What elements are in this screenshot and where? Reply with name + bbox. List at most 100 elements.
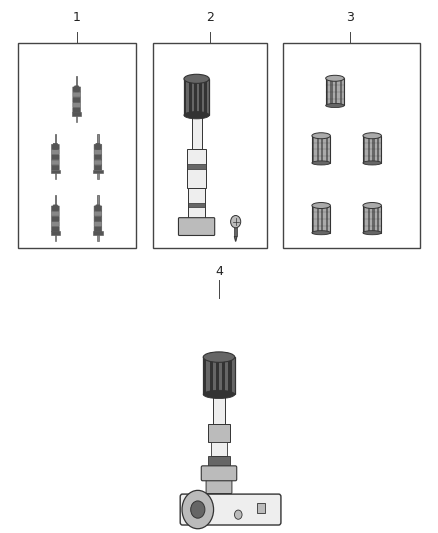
Circle shape [234, 510, 242, 519]
Bar [55, 134, 56, 144]
Bar [213, 357, 216, 394]
FancyBboxPatch shape [73, 102, 81, 108]
Bar [314, 136, 317, 163]
Bar [374, 136, 377, 163]
Bar [191, 79, 194, 115]
Bar [55, 235, 56, 240]
Bar [337, 78, 339, 106]
FancyBboxPatch shape [52, 227, 59, 232]
Ellipse shape [203, 352, 235, 362]
FancyBboxPatch shape [52, 165, 59, 170]
FancyBboxPatch shape [94, 144, 102, 149]
FancyBboxPatch shape [73, 108, 81, 112]
Bar [283, 43, 420, 248]
Bar [312, 136, 330, 163]
Bar [184, 79, 209, 115]
Bar [367, 136, 370, 163]
Bar [372, 206, 374, 233]
FancyBboxPatch shape [52, 216, 59, 221]
FancyBboxPatch shape [206, 478, 232, 494]
Bar [204, 79, 207, 115]
Bar [377, 206, 379, 233]
Bar [314, 206, 317, 233]
Bar [363, 136, 381, 163]
Bar [72, 112, 81, 116]
FancyBboxPatch shape [94, 160, 102, 165]
Ellipse shape [203, 390, 235, 399]
Bar [76, 116, 78, 122]
FancyBboxPatch shape [52, 211, 59, 216]
FancyBboxPatch shape [94, 211, 102, 216]
Bar [203, 357, 235, 394]
Bar [201, 79, 204, 115]
FancyBboxPatch shape [52, 160, 59, 165]
FancyBboxPatch shape [73, 87, 81, 92]
Bar [332, 78, 335, 106]
FancyBboxPatch shape [52, 150, 59, 155]
FancyBboxPatch shape [94, 206, 102, 211]
Text: 2: 2 [206, 11, 214, 24]
Bar [189, 79, 191, 115]
Bar [367, 206, 370, 233]
FancyBboxPatch shape [73, 98, 81, 102]
Bar [51, 231, 60, 235]
Bar [365, 136, 367, 163]
FancyBboxPatch shape [180, 494, 281, 525]
Bar [97, 134, 99, 144]
Bar [206, 357, 209, 394]
Ellipse shape [231, 215, 241, 228]
Bar [317, 136, 319, 163]
FancyBboxPatch shape [96, 205, 100, 211]
Bar [326, 78, 344, 106]
Bar [234, 227, 237, 237]
FancyBboxPatch shape [53, 143, 57, 149]
Bar [379, 206, 381, 233]
Bar [197, 79, 199, 115]
Bar [187, 149, 206, 188]
Bar [191, 115, 201, 149]
Bar [97, 173, 99, 179]
Bar [374, 206, 377, 233]
Bar [207, 79, 209, 115]
Bar [330, 78, 332, 106]
FancyBboxPatch shape [52, 206, 59, 211]
FancyBboxPatch shape [96, 143, 100, 149]
Bar [199, 79, 201, 115]
Bar [321, 206, 323, 233]
FancyBboxPatch shape [94, 227, 102, 232]
Bar [194, 79, 197, 115]
Bar [258, 503, 265, 513]
Bar [93, 170, 102, 173]
Text: 1: 1 [73, 11, 81, 24]
Bar [328, 136, 330, 163]
Ellipse shape [363, 161, 381, 165]
Bar [51, 170, 60, 173]
Bar [326, 206, 328, 233]
Bar [76, 76, 78, 86]
Bar [55, 173, 56, 179]
Bar [328, 206, 330, 233]
FancyBboxPatch shape [94, 150, 102, 155]
Bar [365, 206, 367, 233]
Bar [370, 136, 372, 163]
Bar [379, 136, 381, 163]
Bar [225, 357, 229, 394]
Bar [184, 79, 187, 115]
Bar [213, 394, 225, 424]
Ellipse shape [312, 161, 330, 165]
Bar [18, 43, 136, 248]
Ellipse shape [312, 231, 330, 235]
Bar [188, 188, 205, 219]
Bar [370, 206, 372, 233]
Bar [363, 206, 365, 233]
Bar [209, 357, 213, 394]
Bar [312, 206, 314, 233]
Ellipse shape [184, 111, 209, 119]
FancyBboxPatch shape [94, 216, 102, 221]
FancyBboxPatch shape [73, 92, 81, 97]
Bar [312, 136, 314, 163]
Text: 4: 4 [215, 265, 223, 278]
Bar [232, 357, 235, 394]
FancyBboxPatch shape [94, 222, 102, 227]
Bar [222, 357, 225, 394]
